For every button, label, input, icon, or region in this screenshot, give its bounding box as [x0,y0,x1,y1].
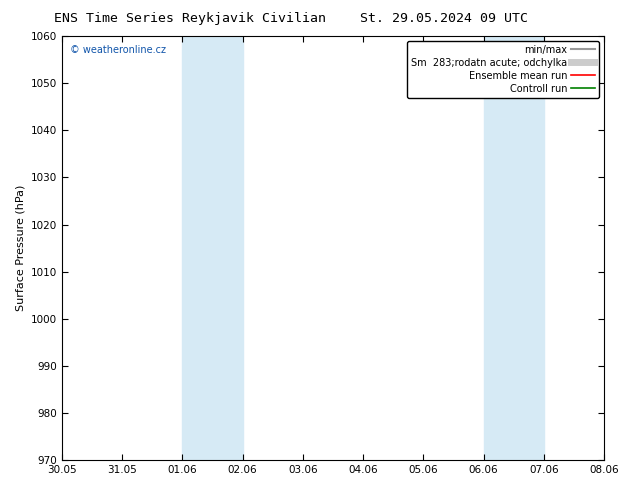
Y-axis label: Surface Pressure (hPa): Surface Pressure (hPa) [15,185,25,311]
Legend: min/max, Sm  283;rodatn acute; odchylka, Ensemble mean run, Controll run: min/max, Sm 283;rodatn acute; odchylka, … [407,41,599,98]
Text: ENS Time Series Reykjavik Civilian: ENS Time Series Reykjavik Civilian [54,12,327,25]
Bar [484,36,544,460]
Text: St. 29.05.2024 09 UTC: St. 29.05.2024 09 UTC [360,12,527,25]
Text: © weatheronline.cz: © weatheronline.cz [70,46,166,55]
Bar [182,36,243,460]
